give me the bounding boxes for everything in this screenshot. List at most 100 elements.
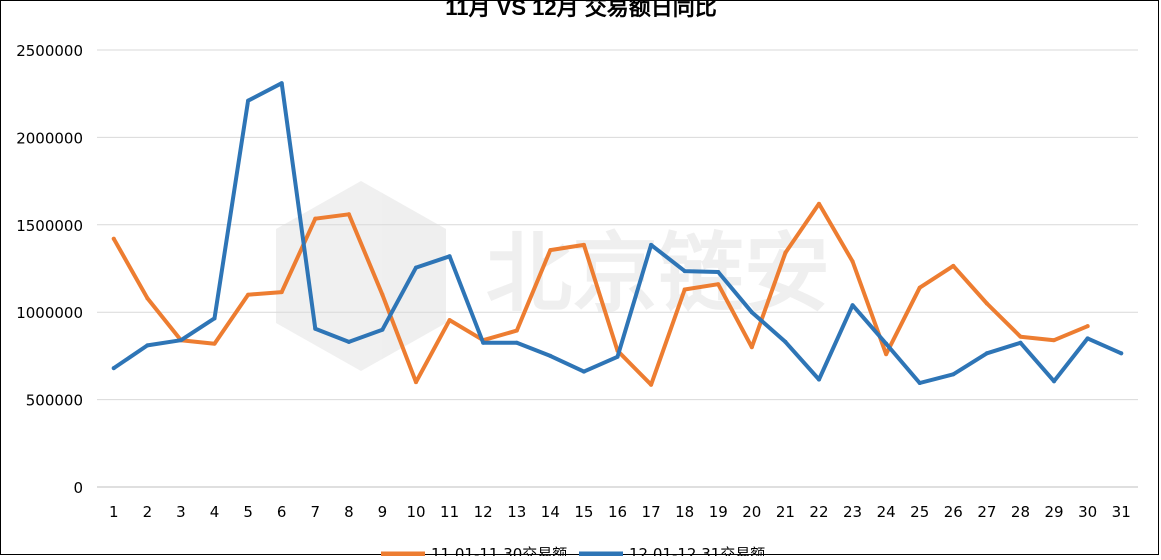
data-point <box>414 380 419 385</box>
x-tick-label: 3 <box>176 503 186 521</box>
data-point <box>850 303 855 308</box>
data-point <box>682 287 687 292</box>
x-tick-label: 15 <box>574 503 593 521</box>
data-point <box>514 340 519 345</box>
data-point <box>984 351 989 356</box>
data-point <box>447 254 452 259</box>
data-point <box>749 345 754 350</box>
x-tick-label: 1 <box>109 503 119 521</box>
data-point <box>649 382 654 387</box>
data-point <box>346 339 351 344</box>
data-point <box>716 282 721 287</box>
x-tick-label: 31 <box>1112 503 1131 521</box>
data-point <box>313 216 318 221</box>
x-tick-label: 6 <box>277 503 287 521</box>
series-lines <box>111 81 1124 387</box>
data-point <box>951 372 956 377</box>
data-point <box>816 377 821 382</box>
data-point <box>581 369 586 374</box>
data-point <box>783 339 788 344</box>
data-point <box>649 242 654 247</box>
data-point <box>380 327 385 332</box>
x-tick-label: 28 <box>1011 503 1030 521</box>
data-point <box>212 316 217 321</box>
x-tick-label: 21 <box>776 503 795 521</box>
data-point <box>951 263 956 268</box>
data-point <box>246 292 251 297</box>
x-tick-label: 13 <box>507 503 526 521</box>
data-point <box>716 269 721 274</box>
data-point <box>178 338 183 343</box>
data-point <box>850 259 855 264</box>
data-point <box>447 318 452 323</box>
data-point <box>884 341 889 346</box>
x-tick-label: 18 <box>675 503 694 521</box>
x-tick-label: 14 <box>541 503 560 521</box>
y-tick-label: 0 <box>73 479 83 497</box>
legend-label: 11.01-11.30交易额 <box>431 545 567 556</box>
data-point <box>682 269 687 274</box>
x-tick-label: 2 <box>143 503 153 521</box>
data-point <box>1085 324 1090 329</box>
data-point <box>1085 336 1090 341</box>
data-point <box>548 353 553 358</box>
data-point <box>246 98 251 103</box>
data-point <box>346 212 351 217</box>
data-point <box>279 290 284 295</box>
y-axis: 0 500000 1000000 1500000 2000000 2500000 <box>16 42 83 497</box>
data-point <box>111 366 116 371</box>
data-point <box>414 265 419 270</box>
data-point <box>212 341 217 346</box>
x-tick-label: 16 <box>608 503 627 521</box>
data-point <box>145 343 150 348</box>
data-point <box>984 301 989 306</box>
data-point <box>615 354 620 359</box>
x-tick-label: 22 <box>809 503 828 521</box>
data-point <box>917 380 922 385</box>
data-point <box>1018 334 1023 339</box>
x-tick-label: 26 <box>944 503 963 521</box>
x-tick-label: 12 <box>474 503 493 521</box>
data-point <box>313 326 318 331</box>
x-tick-label: 5 <box>243 503 253 521</box>
x-tick-label: 7 <box>311 503 321 521</box>
chart-title: 11月 VS 12月 交易额日同比 <box>445 1 716 20</box>
y-tick-label: 1500000 <box>16 217 83 235</box>
y-tick-label: 500000 <box>26 392 83 410</box>
gridlines <box>97 49 1138 488</box>
data-point <box>917 285 922 290</box>
data-point <box>1119 351 1124 356</box>
x-tick-label: 24 <box>877 503 896 521</box>
x-tick-label: 30 <box>1078 503 1097 521</box>
y-tick-label: 1000000 <box>16 304 83 322</box>
watermark-logo-icon <box>276 181 446 371</box>
watermark-text: 北京链安 <box>486 224 830 324</box>
data-point <box>481 340 486 345</box>
data-point <box>145 296 150 301</box>
data-point <box>884 352 889 357</box>
x-tick-label: 4 <box>210 503 220 521</box>
data-point <box>380 292 385 297</box>
x-axis: 1 2 3 4 5 6 7 8 9 10 11 12 13 14 15 16 17 18 19 20 21 22 23 24 2… <box>109 503 1131 521</box>
x-tick-label: 10 <box>406 503 425 521</box>
data-point <box>548 248 553 253</box>
data-point <box>279 81 284 86</box>
x-tick-label: 20 <box>742 503 761 521</box>
x-tick-label: 29 <box>1045 503 1064 521</box>
watermark: 北京链安 <box>276 181 830 371</box>
data-point <box>581 242 586 247</box>
data-point <box>1052 338 1057 343</box>
x-tick-label: 27 <box>977 503 996 521</box>
y-tick-label: 2000000 <box>16 129 83 147</box>
y-tick-label: 2500000 <box>16 42 83 60</box>
data-point <box>1052 379 1057 384</box>
legend: 11.01-11.30交易额 12.01-12.31交易额 <box>381 545 765 560</box>
x-tick-label: 9 <box>378 503 388 521</box>
data-point <box>1018 340 1023 345</box>
data-point <box>783 250 788 255</box>
x-tick-label: 23 <box>843 503 862 521</box>
data-point <box>816 201 821 206</box>
x-tick-label: 25 <box>910 503 929 521</box>
